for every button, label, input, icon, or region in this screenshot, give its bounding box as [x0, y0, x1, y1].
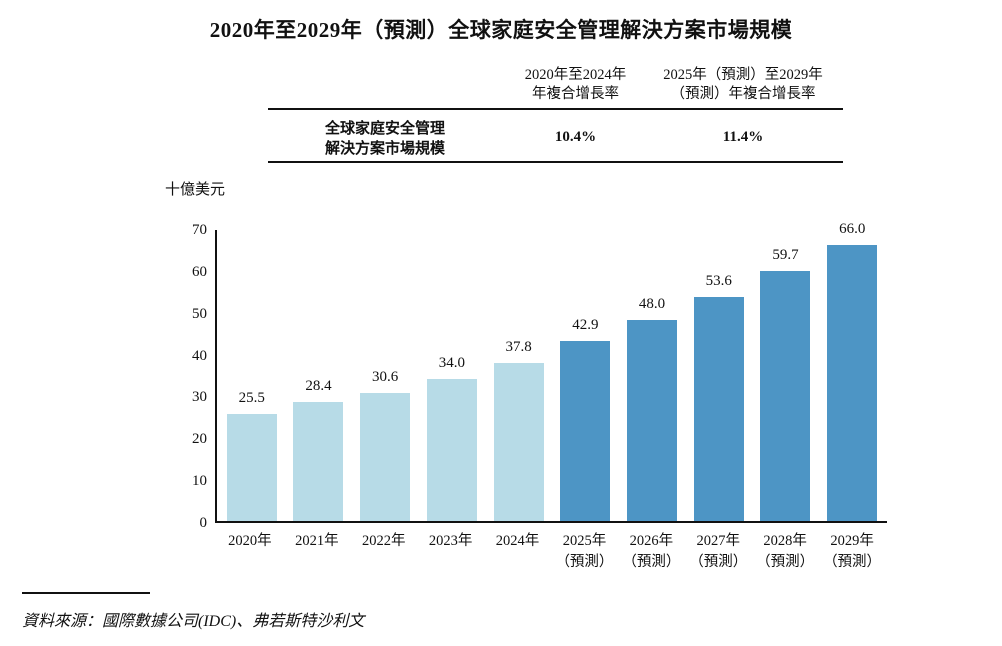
- bar-group: 30.6: [353, 230, 417, 521]
- cagr-table-header-rule: [268, 108, 843, 110]
- x-axis-label: 2026年 （預測）: [622, 533, 681, 570]
- x-axis-label: 2025年 （預測）: [555, 533, 614, 570]
- y-axis-tick-label: 30: [192, 389, 207, 406]
- bar-group: 28.4: [286, 230, 350, 521]
- bar-group: 34.0: [420, 230, 484, 521]
- x-axis-label: 2022年: [361, 533, 406, 549]
- y-axis-tick-label: 10: [192, 473, 207, 490]
- page-title: 2020年至2029年（預測）全球家庭安全管理解決方案市場規模: [209, 18, 793, 42]
- bar-group: 37.8: [487, 230, 551, 521]
- y-axis-unit-label: 十億美元: [165, 182, 226, 198]
- y-axis-tick-label: 20: [192, 431, 207, 448]
- cagr-value-2025-2029: 11.4%: [722, 129, 764, 145]
- bar-value-label: 48.0: [638, 296, 666, 313]
- bar-value-label: 28.4: [305, 378, 332, 395]
- x-axis-label: 2028年 （預測）: [756, 533, 815, 570]
- bar: [360, 392, 411, 521]
- bar-group: 25.5: [220, 230, 284, 521]
- y-axis-tick-label: 50: [192, 305, 207, 322]
- bar-value-label: 66.0: [839, 220, 866, 237]
- cagr-col1-header-line2: 年複合增長率: [532, 86, 619, 102]
- bar-value-label: 37.8: [505, 338, 532, 355]
- bar-value-label: 42.9: [572, 317, 599, 334]
- cagr-row-label: 全球家庭安全管理 解決方案市場規模: [325, 119, 445, 159]
- x-axis-label: 2023年: [428, 533, 473, 549]
- footnote-rule: [22, 592, 150, 594]
- bar: [226, 414, 277, 521]
- cagr-value-2020-2024: 10.4%: [554, 129, 597, 145]
- x-axis-label: 2027年 （預測）: [689, 533, 748, 570]
- bar: [627, 320, 678, 521]
- x-axis-label: 2029年 （預測）: [823, 533, 882, 570]
- bar: [760, 271, 811, 521]
- bar-value-label: 53.6: [705, 272, 732, 289]
- cagr-row-label-line1: 全球家庭安全管理: [325, 121, 446, 137]
- bar: [426, 378, 477, 521]
- bar-group: 66.0: [820, 221, 884, 521]
- x-axis: 2020年 2021年 2022年 2023年 2024年 2025年 （預測） 2026年（…: [215, 531, 887, 573]
- y-axis-tick-label: 0: [199, 515, 208, 531]
- bar-group: 53.6: [687, 230, 751, 521]
- bar-group: 48.0: [620, 230, 684, 521]
- bars-container: 25.5 28.4 30.6 34.0 37.8 42.9 48.0 53.6 59.7 66.0: [217, 221, 887, 521]
- bar-group: 42.9: [553, 230, 617, 521]
- bar: [293, 402, 344, 521]
- bar: [827, 244, 878, 521]
- bar: [693, 296, 744, 521]
- bar-value-label: 59.7: [772, 247, 799, 264]
- bar-chart-plot-area: 0 10 20 30 40 50 60 70 25.5 28.4 30.6 34.0 37.8 42.9…: [192, 221, 887, 531]
- bar: [560, 341, 611, 521]
- cagr-col1-header: 2020年至2024年 年複合增長率: [488, 66, 663, 104]
- bar: [493, 362, 544, 521]
- y-axis-tick-label: 70: [192, 222, 207, 238]
- cagr-col2-header: 2025年（預測）至2029年 （預測）年複合增長率: [648, 66, 838, 104]
- x-axis-label: 2020年: [228, 533, 272, 549]
- y-axis-tick-label: 60: [192, 263, 207, 280]
- cagr-table-bottom-rule: [268, 161, 843, 163]
- x-axis-label: 2021年: [295, 533, 339, 549]
- cagr-col2-header-line1: 2025年（預測）至2029年: [663, 67, 823, 83]
- cagr-col1-header-line1: 2020年至2024年: [524, 67, 627, 83]
- cagr-row-label-line2: 解決方案市場規模: [325, 141, 446, 157]
- x-axis-label: 2024年: [495, 533, 540, 549]
- y-axis-tick-label: 40: [192, 347, 207, 364]
- cagr-col2-header-line2: （預測）年複合增長率: [670, 86, 816, 102]
- source-note: 資料來源：國際數據公司(IDC)、弗若斯特沙利文: [22, 613, 365, 630]
- bar-value-label: 25.5: [238, 390, 265, 407]
- bar-value-label: 30.6: [372, 368, 399, 385]
- bar-group: 59.7: [753, 230, 817, 521]
- bar-value-label: 34.0: [438, 354, 465, 371]
